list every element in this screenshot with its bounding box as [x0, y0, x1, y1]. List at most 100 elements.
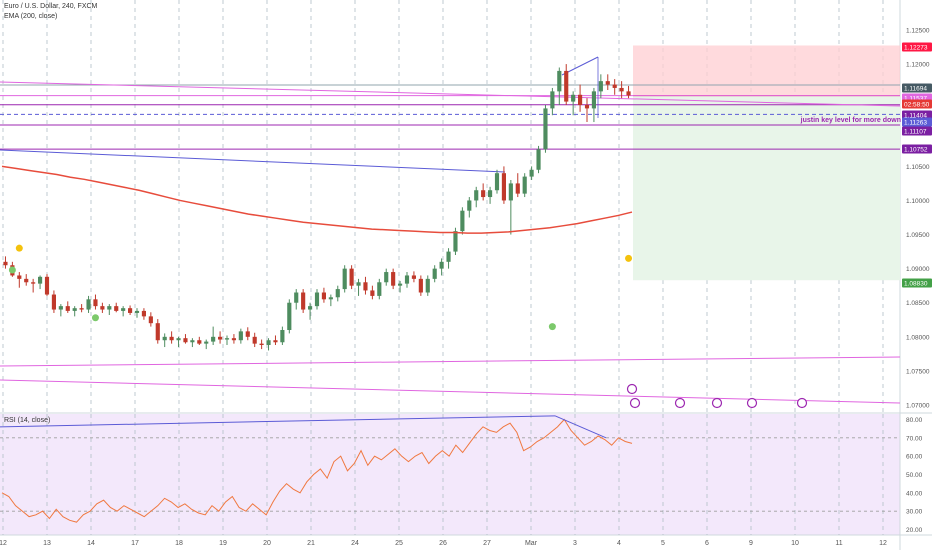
price-tick-label: 1.10500: [906, 164, 930, 171]
price-tag-text: 1.11263: [904, 120, 927, 127]
trend-line: [0, 149, 506, 173]
candle-body: [231, 338, 236, 341]
candle-body: [211, 336, 216, 342]
time-tick-label: 14: [87, 540, 95, 547]
event-icon: [674, 397, 686, 409]
candle-body: [321, 292, 326, 300]
rsi-tick-label: 80.00: [906, 417, 923, 424]
candle-body: [65, 306, 70, 311]
time-tick-label: 6: [705, 540, 709, 547]
candle-body: [24, 278, 29, 283]
candle-body: [398, 283, 403, 286]
candle-body: [238, 331, 243, 341]
price-tag: [902, 126, 932, 136]
event-icon: [629, 397, 641, 409]
price-tag-text: 1.08830: [904, 281, 928, 288]
candle-body: [218, 336, 223, 340]
ema-line: [1, 165, 633, 234]
time-tick-label: 18: [175, 540, 183, 547]
event-icon: [796, 397, 808, 409]
candle-body: [501, 173, 506, 201]
price-tag: [902, 42, 932, 52]
candle-body: [598, 81, 603, 92]
candle-body: [121, 308, 126, 311]
candle-body: [335, 289, 340, 298]
candle-body: [204, 341, 209, 344]
time-axis: 12 13 14 17 18 19 20 21 24 25 26 27 Mar 3 4 5 6 9 10 11 12: [0, 540, 887, 547]
rsi-tick-label: 20.00: [906, 527, 923, 534]
candle-body: [391, 272, 396, 286]
candle-body: [467, 200, 472, 211]
candle-body: [224, 338, 230, 340]
price-tag-text: 1.10752: [904, 147, 928, 154]
event-icon: [626, 383, 638, 395]
price-tag-text: 1.11694: [904, 86, 927, 93]
time-tick-label: 17: [131, 540, 139, 547]
candle-body: [439, 261, 444, 269]
candle-body: [536, 149, 541, 170]
interval-label: 240: [61, 3, 74, 10]
candle-body: [38, 276, 43, 284]
time-tick-label: 20: [263, 540, 271, 547]
time-tick-label: 21: [307, 540, 315, 547]
candle-body: [460, 210, 465, 232]
rsi-line: [1, 418, 633, 523]
candle-body: [349, 268, 354, 286]
rsi-trend-line: [554, 415, 607, 439]
time-tick-label: 10: [791, 540, 799, 547]
time-tick-label: 19: [219, 540, 227, 547]
signal-dot: [625, 254, 633, 262]
ema-200-line: [1, 165, 633, 234]
time-tick-label: 11: [835, 540, 842, 547]
candle-body: [86, 299, 91, 310]
candle-body: [515, 183, 520, 194]
candle-body: [44, 276, 50, 295]
signal-dot: [548, 323, 556, 331]
candle-body: [418, 278, 423, 293]
event-icon: [711, 397, 723, 409]
rsi-tick-label: 40.00: [906, 490, 923, 497]
time-tick-label: 3: [573, 540, 577, 547]
candle-body: [488, 190, 493, 198]
candle-body: [314, 292, 320, 307]
key-level-lines: [0, 84, 900, 150]
symbol-name: Euro / U.S. Dollar: [4, 3, 59, 10]
candle-body: [107, 306, 112, 310]
candle-body: [141, 310, 146, 317]
candle-body: [183, 338, 188, 343]
ema-legend: EMA (200, close): [4, 13, 58, 20]
candle-body: [134, 310, 140, 313]
price-tag: [902, 144, 932, 154]
trend-line: [0, 81, 901, 107]
time-tick-label: 13: [43, 540, 51, 547]
candle-body: [474, 190, 479, 201]
price-tag-text: 1.11537: [904, 96, 927, 103]
price-tick-label: 1.10000: [906, 198, 930, 205]
candle-body: [3, 261, 8, 266]
candle-body: [384, 272, 389, 283]
price-tick-label: 1.12500: [906, 28, 930, 35]
candle-body: [169, 336, 174, 341]
position-zones: [633, 45, 900, 281]
candle-body: [252, 336, 257, 344]
time-tick-label: 12: [879, 540, 887, 547]
price-tick-label: 1.09000: [906, 266, 930, 273]
signal-dot: [15, 244, 23, 252]
candle-body: [280, 330, 285, 343]
candle-body: [72, 308, 77, 311]
price-tag-text: 1.11107: [904, 129, 927, 136]
candle-body: [259, 343, 264, 345]
price-tag: [902, 117, 932, 127]
candle-body: [605, 81, 610, 85]
time-tick-label: 4: [617, 540, 621, 547]
trend-line: [0, 356, 901, 367]
candle-body: [308, 306, 313, 310]
candle-body: [453, 231, 458, 252]
candle-body: [328, 297, 333, 300]
rsi-plot: [0, 415, 900, 523]
candle-body: [93, 299, 98, 307]
candle-body: [190, 340, 195, 343]
rsi-tick-label: 70.00: [906, 435, 923, 442]
rsi-tick-label: 60.00: [906, 454, 923, 461]
